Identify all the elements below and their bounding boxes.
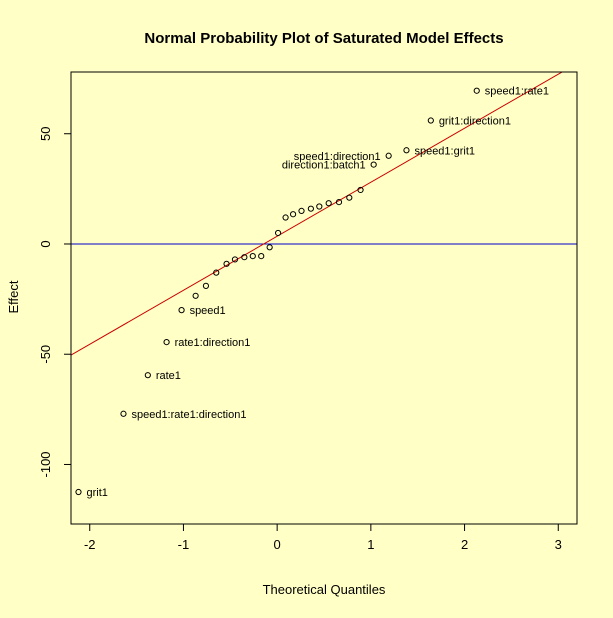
point-label: speed1: [190, 305, 226, 317]
x-tick-label: 2: [461, 537, 468, 552]
point-label: speed1:direction1: [294, 151, 381, 163]
data-point: [346, 194, 353, 201]
x-tick-label: -2: [84, 537, 96, 552]
data-point: [289, 211, 297, 218]
data-point: [370, 161, 377, 168]
data-point: [385, 152, 392, 159]
data-point: [325, 200, 332, 207]
plot-frame: [70, 71, 578, 525]
data-point: [163, 338, 170, 346]
data-point: [249, 253, 256, 260]
data-point: [335, 198, 343, 206]
data-point: [144, 372, 151, 379]
data-point: [316, 203, 323, 210]
data-point: [223, 260, 230, 267]
data-point: [427, 117, 434, 124]
x-tick-label: 0: [274, 537, 281, 552]
point-label: rate1:direction1: [175, 337, 251, 349]
data-point: [307, 205, 314, 212]
plot-layer: -2 -1 0 1 2 3 -100 -50 0 50 grit1 speed1:rate1:dire…: [38, 71, 578, 552]
point-label: grit1: [86, 487, 107, 499]
fitted-reference-line: [71, 72, 564, 356]
y-tick-label: 50: [38, 127, 53, 141]
data-point: [274, 229, 282, 237]
data-point: [75, 488, 82, 496]
x-tick-label: 1: [367, 537, 374, 552]
x-tick-label: 3: [555, 537, 562, 552]
data-point: [192, 292, 199, 299]
y-tick-label: 0: [38, 240, 53, 247]
data-point: [473, 87, 480, 94]
data-point: [241, 254, 248, 261]
data-point: [266, 244, 273, 251]
data-point: [213, 269, 220, 276]
data-point: [403, 147, 410, 154]
point-label: speed1:rate1:direction1: [131, 409, 246, 421]
data-point: [202, 282, 210, 289]
point-label: rate1: [156, 370, 181, 382]
point-label: grit1:direction1: [439, 116, 511, 128]
x-tick-label: -1: [178, 537, 190, 552]
data-point: [282, 214, 289, 221]
data-point: [298, 207, 305, 215]
data-point: [258, 253, 265, 260]
y-axis-label: Effect: [6, 280, 21, 313]
data-point: [357, 186, 364, 194]
point-label: direction1:batch1: [282, 160, 366, 172]
data-point: [231, 256, 239, 263]
y-tick-label: -50: [38, 345, 53, 364]
data-point: [178, 307, 185, 314]
data-point: [120, 410, 127, 417]
y-tick-label: -100: [38, 451, 53, 477]
x-axis-label: Theoretical Quantiles: [263, 582, 386, 597]
chart-title: Normal Probability Plot of Saturated Mod…: [144, 30, 503, 47]
point-label: speed1:rate1: [485, 86, 549, 98]
point-label: speed1:grit1: [414, 145, 475, 157]
